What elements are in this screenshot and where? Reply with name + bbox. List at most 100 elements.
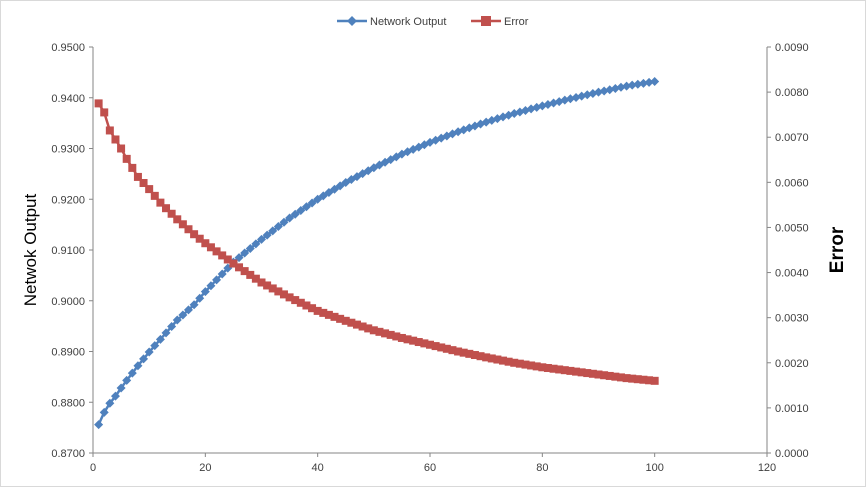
data-point-error — [622, 374, 631, 383]
data-point-error — [128, 163, 137, 172]
data-point-network-output — [290, 209, 300, 219]
data-point-error — [173, 215, 182, 224]
data-point-network-output — [144, 347, 154, 357]
data-point-error — [555, 365, 564, 374]
data-point-error — [279, 290, 288, 299]
left-tick-label: 0.8900 — [51, 347, 85, 359]
data-point-network-output — [133, 361, 143, 371]
data-point-network-output — [459, 125, 469, 135]
data-point-error — [285, 293, 294, 302]
data-point-error — [347, 318, 356, 327]
data-point-error — [437, 343, 446, 352]
data-point-network-output — [105, 398, 115, 408]
x-tick-label: 60 — [424, 462, 436, 474]
data-point-error — [600, 371, 609, 380]
data-point-network-output — [240, 248, 250, 258]
data-point-network-output — [127, 368, 137, 378]
data-point-error — [117, 144, 126, 153]
x-tick-label: 80 — [536, 462, 548, 474]
legend-item-error: Error — [471, 16, 529, 28]
data-point-error — [263, 281, 272, 290]
data-point-error — [577, 368, 586, 377]
data-point-network-output — [150, 341, 160, 351]
data-point-error — [521, 360, 530, 369]
data-point-error — [319, 308, 328, 317]
data-point-error — [515, 359, 524, 368]
data-point-network-output — [273, 222, 283, 232]
data-point-error — [235, 263, 244, 272]
data-point-error — [442, 344, 451, 353]
data-point-network-output — [296, 206, 306, 216]
data-point-network-output — [644, 77, 654, 87]
x-axis-ticks: 0 20 40 60 80 100 120 — [90, 453, 776, 474]
x-tick-label: 0 — [90, 462, 96, 474]
data-point-error — [268, 284, 277, 293]
right-axis-title: Error — [827, 226, 848, 273]
data-point-network-output — [161, 328, 171, 338]
data-point-error — [156, 198, 165, 207]
data-point-network-output — [172, 315, 182, 325]
data-point-error — [459, 348, 468, 357]
legend: Network Output Error — [337, 16, 529, 28]
x-tick-label: 100 — [645, 462, 663, 474]
data-point-error — [566, 366, 575, 375]
right-tick-label: 0.0080 — [775, 87, 809, 99]
data-point-error — [324, 310, 333, 319]
data-point-network-output — [257, 234, 266, 244]
data-point-error — [369, 326, 378, 335]
data-point-error — [538, 363, 547, 372]
left-tick-label: 0.8800 — [51, 397, 85, 409]
data-point-network-output — [622, 81, 632, 91]
data-point-network-output — [139, 354, 149, 364]
data-point-network-output — [110, 391, 120, 401]
data-point-error — [336, 314, 345, 323]
data-point-error — [364, 324, 373, 333]
data-point-error — [628, 374, 637, 383]
data-point-network-output — [189, 300, 199, 310]
legend-marker-error — [481, 16, 491, 26]
legend-label-error: Error — [504, 16, 529, 28]
data-point-error — [611, 372, 620, 381]
left-tick-label: 0.9200 — [51, 194, 85, 206]
data-point-error — [352, 320, 361, 329]
data-point-error — [594, 370, 603, 379]
data-point-error — [532, 362, 541, 371]
series-layer — [94, 77, 660, 430]
data-point-error — [588, 369, 597, 378]
data-point-error — [583, 369, 592, 378]
data-point-network-output — [178, 310, 188, 320]
data-point-network-output — [504, 110, 514, 120]
data-point-error — [414, 338, 423, 347]
data-point-network-output — [279, 217, 289, 227]
x-tick-label: 40 — [312, 462, 324, 474]
data-point-error — [572, 367, 581, 376]
data-point-error — [178, 220, 187, 229]
data-point-error — [397, 333, 406, 342]
data-point-error — [218, 251, 227, 260]
data-point-error — [465, 349, 474, 358]
data-point-error — [431, 342, 440, 351]
data-point-error — [358, 322, 367, 331]
data-point-error — [133, 172, 142, 181]
data-point-error — [426, 340, 434, 349]
legend-label-network-output: Network Output — [370, 16, 446, 28]
data-point-network-output — [268, 226, 278, 236]
data-point-error — [150, 191, 159, 200]
data-point-network-output — [245, 243, 255, 253]
data-point-error — [291, 296, 300, 305]
data-point-error — [487, 354, 496, 363]
series-error — [94, 99, 659, 385]
data-point-error — [386, 330, 395, 339]
data-point-error — [296, 298, 305, 307]
data-point-error — [201, 239, 210, 248]
data-point-network-output — [122, 375, 132, 385]
data-point-error — [94, 99, 103, 108]
data-point-error — [105, 126, 114, 135]
data-point-error — [543, 364, 552, 373]
data-point-network-output — [94, 420, 104, 430]
data-point-error — [302, 301, 311, 310]
data-point-error — [139, 179, 148, 188]
data-point-error — [162, 204, 171, 213]
data-point-error — [499, 356, 508, 365]
